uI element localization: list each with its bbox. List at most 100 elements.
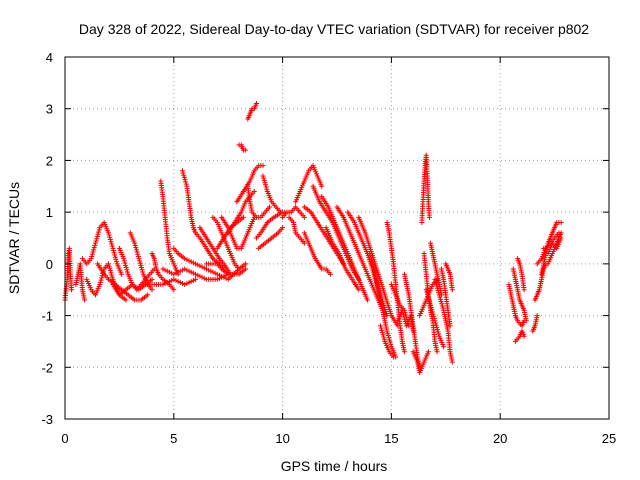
data-point <box>99 275 105 281</box>
data-point <box>107 265 113 271</box>
data-point <box>199 274 205 280</box>
data-point <box>523 318 529 324</box>
data-point <box>166 269 172 275</box>
data-point <box>133 245 139 251</box>
x-tick-label: 10 <box>275 431 289 446</box>
data-point <box>370 264 376 270</box>
data-point <box>122 260 128 266</box>
data-point <box>124 267 130 273</box>
data-point <box>182 256 188 262</box>
data-point <box>225 271 231 277</box>
data-point <box>164 268 170 274</box>
x-tick-label: 15 <box>384 431 398 446</box>
data-point <box>97 279 103 285</box>
data-point <box>149 276 155 282</box>
data-point <box>440 305 446 311</box>
data-point <box>434 324 440 330</box>
data-point <box>188 269 194 275</box>
data-point <box>175 269 181 275</box>
data-point <box>184 281 190 287</box>
data-point <box>378 323 384 329</box>
data-point <box>219 273 225 279</box>
data-point <box>110 245 116 251</box>
data-point <box>169 277 175 283</box>
data-point <box>135 253 141 259</box>
data-point <box>181 174 187 180</box>
data-point <box>429 309 435 315</box>
data-point <box>166 278 172 284</box>
data-point <box>434 285 440 291</box>
data-point <box>177 279 183 285</box>
data-point <box>186 279 192 285</box>
data-point <box>91 247 97 253</box>
data-point <box>137 258 143 264</box>
data-point <box>435 287 441 293</box>
data-point <box>433 279 439 285</box>
data-point <box>267 204 273 210</box>
data-point <box>109 241 115 247</box>
data-point <box>195 272 201 278</box>
data-point <box>425 349 431 355</box>
data-point <box>94 236 100 242</box>
data-point <box>434 283 440 289</box>
data-point <box>208 268 214 274</box>
data-point <box>186 268 192 274</box>
y-tick-label: -3 <box>41 412 53 427</box>
data-point <box>93 238 99 244</box>
data-point <box>216 272 222 278</box>
data-point <box>121 258 127 264</box>
data-point <box>369 257 375 263</box>
data-point <box>106 230 112 236</box>
data-point <box>206 267 212 273</box>
data-point <box>95 231 101 237</box>
data-point <box>243 266 249 272</box>
data-point <box>101 268 107 274</box>
data-point <box>119 271 125 277</box>
data-point <box>534 313 540 319</box>
axis-ticks <box>64 56 610 420</box>
data-point <box>193 261 199 267</box>
data-point <box>432 276 438 282</box>
data-point <box>193 271 199 277</box>
data-point <box>145 292 151 298</box>
data-point <box>177 268 183 274</box>
data-point <box>243 147 249 153</box>
y-tick-label: 2 <box>46 153 53 168</box>
data-point <box>193 276 199 282</box>
data-point <box>113 256 119 262</box>
data-point <box>449 287 455 293</box>
data-point <box>169 270 175 276</box>
data-point <box>94 234 100 240</box>
data-point <box>356 287 362 293</box>
data-point <box>96 229 102 235</box>
data-point <box>188 278 194 284</box>
data-point <box>180 281 186 287</box>
data-point <box>367 253 373 259</box>
data-point <box>369 259 375 265</box>
data-point <box>135 251 141 257</box>
data-point <box>108 270 114 276</box>
data-point <box>197 273 203 279</box>
data-point <box>195 262 201 268</box>
data-point <box>428 302 434 308</box>
data-point <box>439 301 445 307</box>
data-point <box>123 265 129 271</box>
data-point <box>423 287 429 293</box>
data-point <box>164 279 170 285</box>
data-point <box>201 275 207 281</box>
data-point <box>110 248 116 254</box>
data-point <box>92 240 98 246</box>
data-point <box>262 180 268 186</box>
data-point <box>136 256 142 262</box>
data-point <box>171 287 177 293</box>
data-point <box>107 234 113 240</box>
data-point <box>184 257 190 263</box>
data-point <box>89 251 95 257</box>
data-point <box>426 296 432 302</box>
data-point <box>253 101 259 107</box>
data-point <box>240 214 246 220</box>
data-point <box>368 255 374 261</box>
data-point <box>89 253 95 259</box>
data-point <box>431 313 437 319</box>
y-axis-label: SDTVAR / TECUs <box>6 182 22 294</box>
